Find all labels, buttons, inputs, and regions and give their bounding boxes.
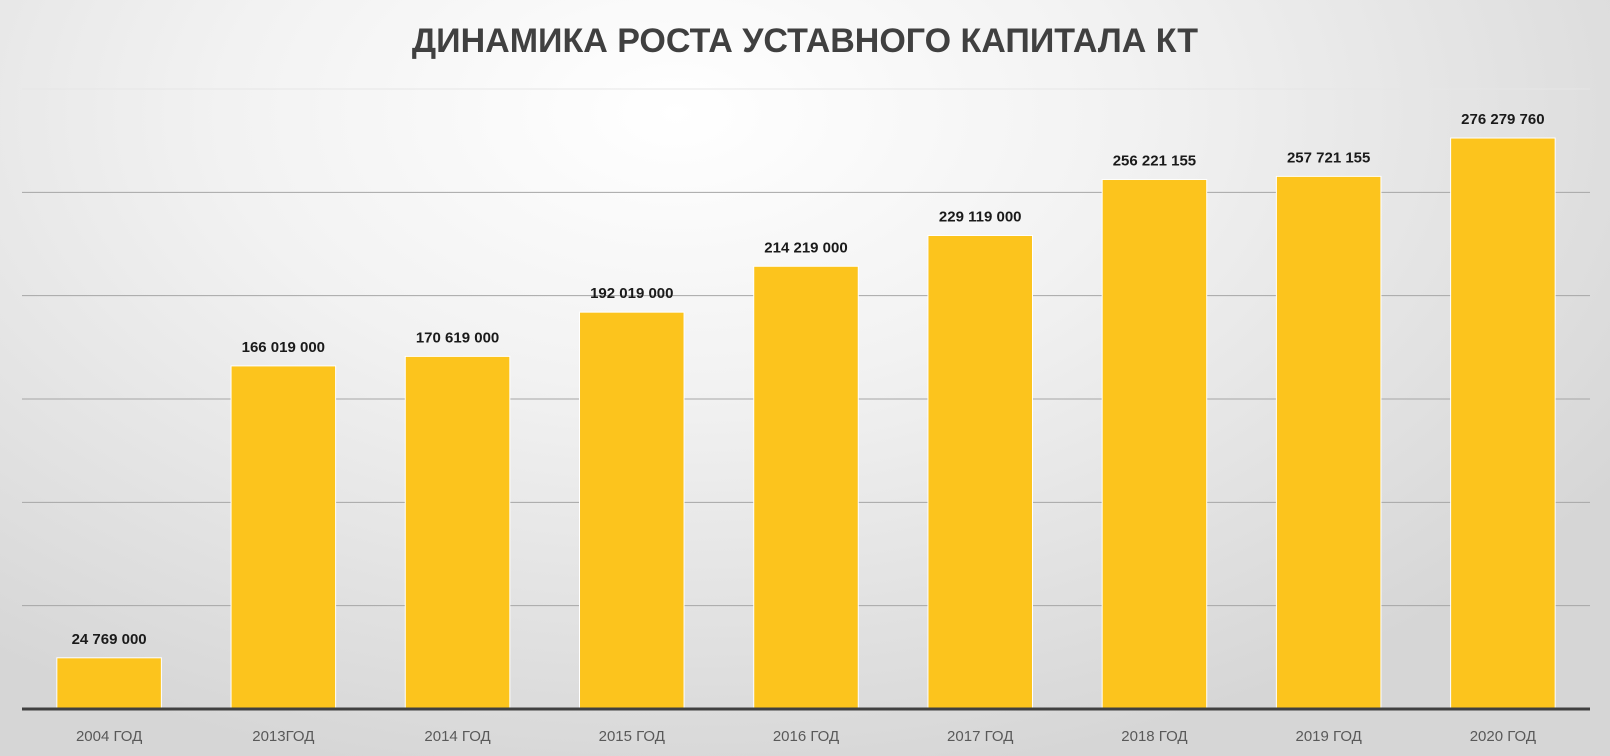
bar-4 xyxy=(753,265,859,710)
data-label-7: 257 721 155 xyxy=(1287,149,1370,166)
x-tick-label-2: 2014 ГОД xyxy=(424,728,490,745)
bar-2 xyxy=(404,355,511,710)
data-label-6: 256 221 155 xyxy=(1113,152,1196,169)
bar-3 xyxy=(579,311,685,710)
x-tick-label-0: 2004 ГОД xyxy=(76,728,142,745)
x-tick-label-8: 2020 ГОД xyxy=(1470,728,1536,745)
bar-0 xyxy=(56,657,162,710)
data-label-0: 24 769 000 xyxy=(72,631,147,648)
data-labels: 24 769 000 166 019 000 170 619 000 192 019 … xyxy=(72,111,1545,648)
bar-6 xyxy=(1101,178,1208,710)
bar-1 xyxy=(230,365,337,710)
data-label-4: 214 219 000 xyxy=(764,239,847,256)
x-tick-label-3: 2015 ГОД xyxy=(599,728,665,745)
x-axis-tick-labels: 2004 ГОД 2013ГОД 2014 ГОД 2015 ГОД 2016 ГОД 2… xyxy=(76,728,1536,745)
x-tick-label-4: 2016 ГОД xyxy=(773,728,839,745)
x-tick-label-1: 2013ГОД xyxy=(252,728,314,745)
data-label-3: 192 019 000 xyxy=(590,285,673,302)
x-tick-label-5: 2017 ГОД xyxy=(947,728,1013,745)
x-tick-label-6: 2018 ГОД xyxy=(1121,728,1187,745)
chart-title: ДИНАМИКА РОСТА УСТАВНОГО КАПИТАЛА КТ xyxy=(412,22,1198,60)
bar-5 xyxy=(927,234,1033,710)
data-label-2: 170 619 000 xyxy=(416,329,499,346)
data-label-5: 229 119 000 xyxy=(939,208,1022,225)
x-tick-label-7: 2019 ГОД xyxy=(1296,728,1362,745)
bar-7 xyxy=(1275,175,1382,710)
bar-8 xyxy=(1450,137,1556,710)
bars xyxy=(56,137,1556,710)
data-label-8: 276 279 760 xyxy=(1461,111,1544,128)
data-label-1: 166 019 000 xyxy=(242,339,325,356)
